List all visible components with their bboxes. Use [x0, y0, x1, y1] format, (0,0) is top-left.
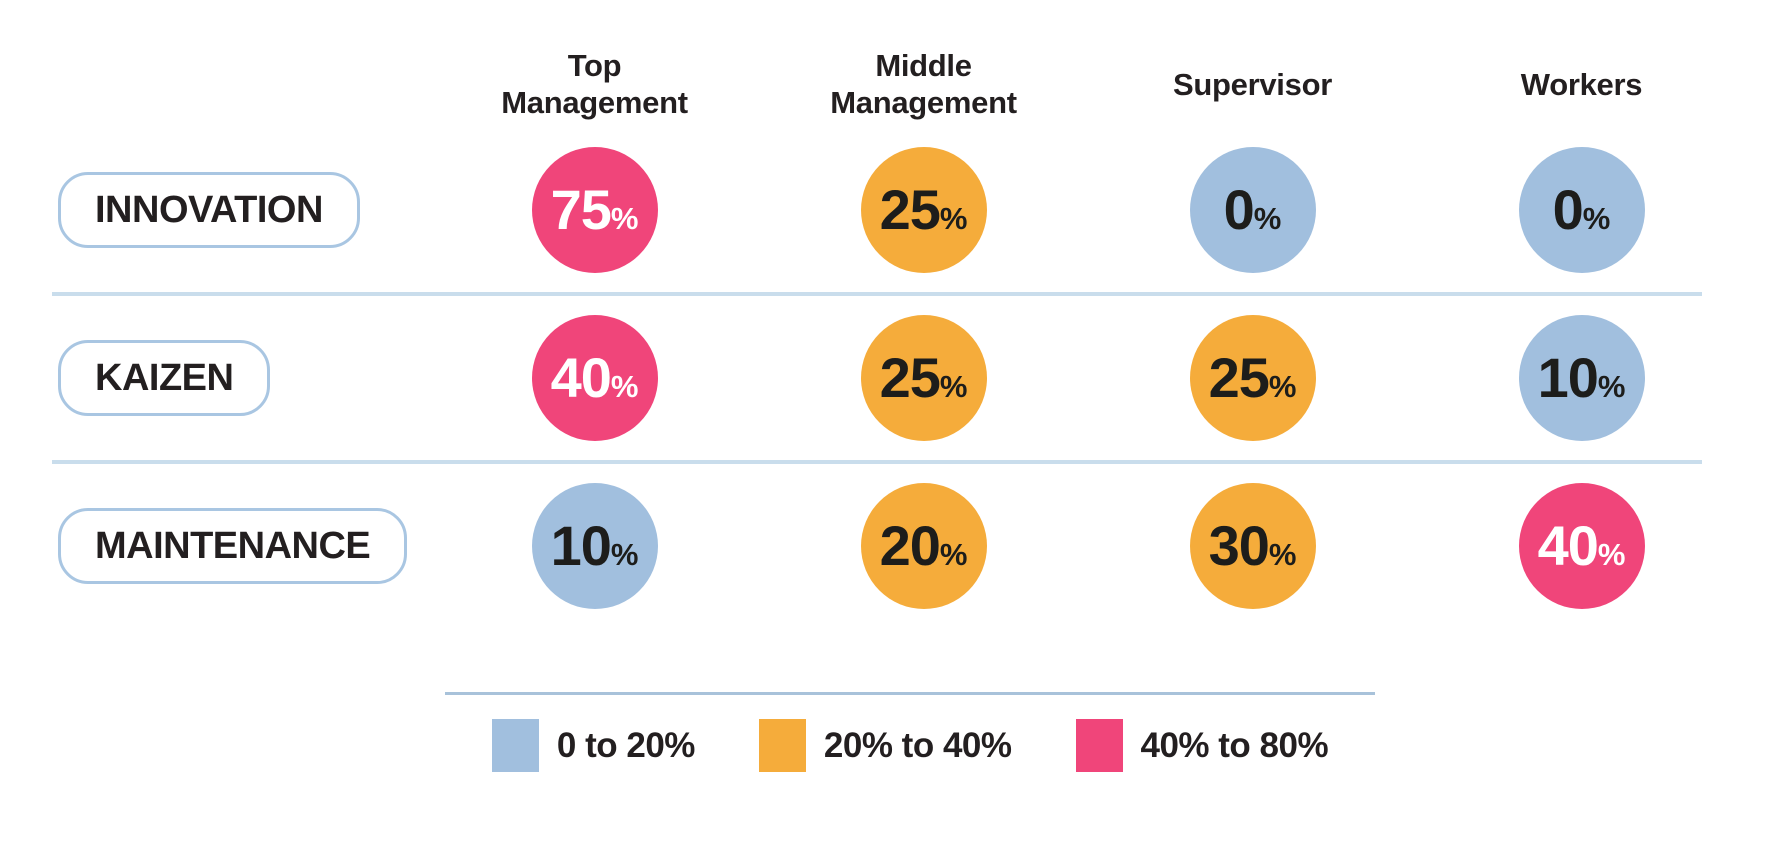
- percent-sign: %: [610, 369, 639, 404]
- cell-value: 75: [550, 178, 612, 241]
- percent-sign: %: [610, 537, 639, 572]
- value-circle: 20%: [860, 483, 987, 609]
- legend-swatch-blue: [491, 719, 539, 772]
- legend-label: 40% to 80%: [1140, 725, 1329, 765]
- header-spacer: [30, 42, 430, 128]
- legend-item-40-80: 40% to 80%: [1075, 719, 1329, 772]
- value-circle: 25%: [860, 315, 987, 441]
- percent-sign: %: [939, 537, 968, 572]
- percent-sign: %: [1597, 369, 1626, 404]
- cell-maintenance-middle-management: 20%: [759, 464, 1088, 628]
- value-circle: 10%: [1518, 315, 1645, 441]
- percent-sign: %: [610, 201, 639, 236]
- legend-swatch-pink: [1075, 719, 1123, 772]
- row-kaizen: KAIZEN 40% 25% 25% 10%: [30, 296, 1746, 460]
- value-circle: 0%: [1189, 147, 1316, 273]
- percent-sign: %: [1268, 537, 1297, 572]
- column-header-supervisor: Supervisor: [1173, 66, 1332, 102]
- cell-kaizen-middle-management: 25%: [759, 296, 1088, 460]
- cell-innovation-middle-management: 25%: [759, 128, 1088, 292]
- legend-items: 0 to 20% 20% to 40% 40% to 80%: [445, 719, 1375, 772]
- value-circle: 10%: [531, 483, 658, 609]
- responsibility-matrix-chart: Top Management Middle Management Supervi…: [30, 42, 1746, 772]
- column-header-top-management: Top Management: [501, 48, 688, 120]
- legend: 0 to 20% 20% to 40% 40% to 80%: [445, 692, 1375, 772]
- percent-sign: %: [1582, 201, 1611, 236]
- cell-value: 10: [550, 514, 612, 577]
- column-header-middle-management: Middle Management: [830, 48, 1017, 120]
- percent-sign: %: [939, 201, 968, 236]
- legend-item-20-40: 20% to 40%: [758, 719, 1012, 772]
- row-maintenance: MAINTENANCE 10% 20% 30% 40%: [30, 464, 1746, 628]
- column-header-row: Top Management Middle Management Supervi…: [30, 42, 1746, 128]
- row-divider: [52, 292, 1702, 296]
- cell-maintenance-workers: 40%: [1417, 464, 1746, 628]
- cell-value: 30: [1208, 514, 1270, 577]
- value-circle: 30%: [1189, 483, 1316, 609]
- row-label-cell: MAINTENANCE: [30, 464, 430, 628]
- cell-maintenance-top-management: 10%: [430, 464, 759, 628]
- row-label-pill-maintenance: MAINTENANCE: [58, 508, 408, 584]
- cell-innovation-workers: 0%: [1417, 128, 1746, 292]
- row-label-pill-kaizen: KAIZEN: [58, 340, 271, 416]
- legend-divider-line: [445, 692, 1375, 695]
- cell-value: 25: [879, 346, 941, 409]
- percent-sign: %: [1597, 537, 1626, 572]
- cell-value: 40: [550, 346, 612, 409]
- column-header-workers: Workers: [1520, 66, 1643, 102]
- cell-value: 25: [879, 178, 941, 241]
- cell-value: 40: [1537, 514, 1599, 577]
- row-label-cell: KAIZEN: [30, 296, 430, 460]
- percent-sign: %: [939, 369, 968, 404]
- legend-label: 20% to 40%: [823, 725, 1012, 765]
- value-circle: 25%: [1189, 315, 1316, 441]
- cell-value: 10: [1537, 346, 1599, 409]
- cell-kaizen-top-management: 40%: [430, 296, 759, 460]
- cell-value: 0: [1552, 178, 1584, 241]
- cell-kaizen-workers: 10%: [1417, 296, 1746, 460]
- percent-sign: %: [1268, 369, 1297, 404]
- value-circle: 0%: [1518, 147, 1645, 273]
- legend-item-0-20: 0 to 20%: [491, 719, 696, 772]
- value-circle: 40%: [531, 315, 658, 441]
- percent-sign: %: [1253, 201, 1282, 236]
- cell-value: 25: [1208, 346, 1270, 409]
- value-circle: 75%: [531, 147, 658, 273]
- cell-innovation-supervisor: 0%: [1088, 128, 1417, 292]
- cell-kaizen-supervisor: 25%: [1088, 296, 1417, 460]
- legend-label: 0 to 20%: [556, 725, 696, 765]
- cell-value: 20: [879, 514, 941, 577]
- value-circle: 40%: [1518, 483, 1645, 609]
- cell-maintenance-supervisor: 30%: [1088, 464, 1417, 628]
- row-innovation: INNOVATION 75% 25% 0% 0%: [30, 128, 1746, 292]
- row-label-cell: INNOVATION: [30, 128, 430, 292]
- value-circle: 25%: [860, 147, 987, 273]
- row-divider: [52, 460, 1702, 464]
- legend-swatch-orange: [758, 719, 806, 772]
- cell-innovation-top-management: 75%: [430, 128, 759, 292]
- row-label-pill-innovation: INNOVATION: [58, 172, 360, 248]
- cell-value: 0: [1223, 178, 1255, 241]
